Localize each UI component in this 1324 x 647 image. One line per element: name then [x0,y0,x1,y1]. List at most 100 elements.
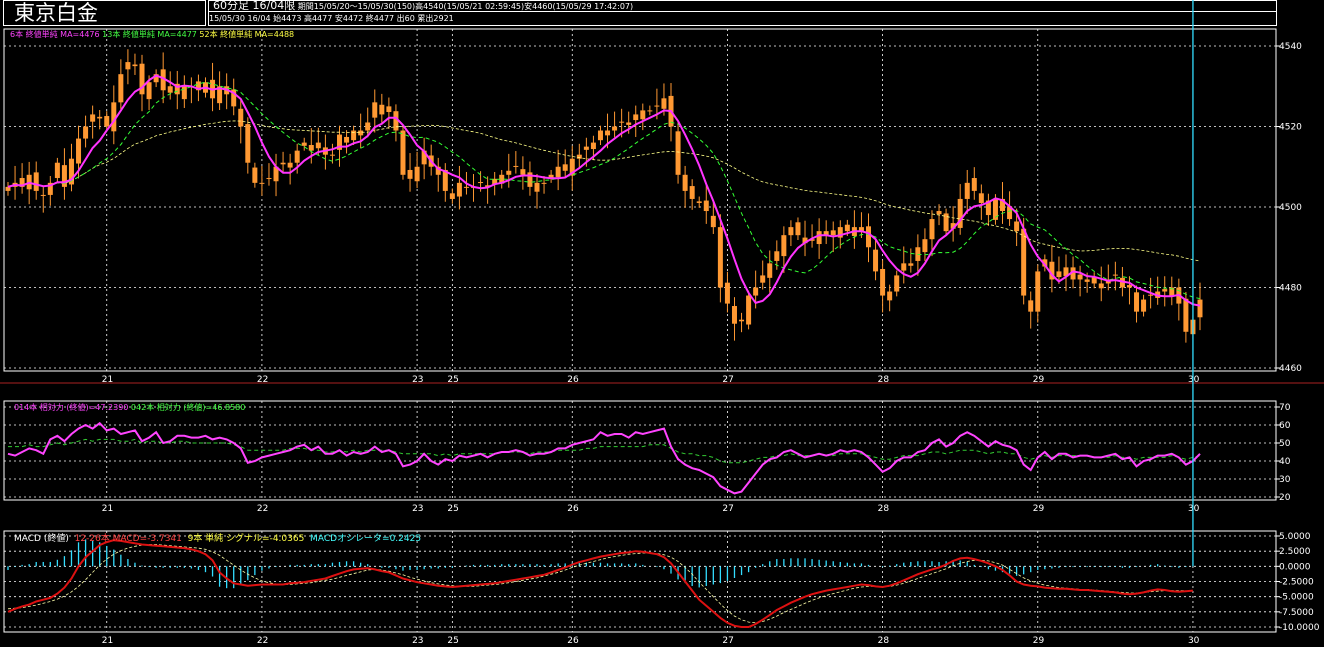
y-tick-label: 4540 [1279,42,1302,52]
candle-body [1014,221,1020,232]
candle-body [259,182,265,184]
x-tick-label: 21 [102,504,113,514]
candle-body [640,110,646,120]
candle-body [238,108,244,127]
x-tick-label: 25 [447,636,458,646]
candle-body [1063,267,1069,277]
y-tick-label: 4480 [1279,284,1302,294]
y-tick-label: -7.5000 [1279,608,1314,618]
y-tick-label: 0.0000 [1279,562,1311,572]
candle-body [1162,289,1168,292]
x-tick-label: 28 [878,636,890,646]
timeframe-text: 60分足 16/04限 [213,0,296,12]
macd-legend-item: MACD (終値) [14,534,69,544]
x-tick-label: 22 [257,375,268,385]
candle-body [936,211,942,215]
y-tick-label: 20 [1279,493,1291,503]
signal-line [7,544,1186,624]
candle-body [527,172,533,187]
candle-body [943,213,949,232]
candle-body [590,142,596,150]
candle-body [47,182,53,195]
candle-body [393,111,399,131]
main-legend-item: 6本 終値単純 MA=4476 [10,30,100,39]
candle-body [351,130,357,141]
candle-body [978,193,984,203]
candle-body [1197,299,1203,318]
candle-body [499,174,505,184]
candle-body [76,138,82,164]
candle-body [1056,271,1062,278]
x-tick-label: 25 [447,375,458,385]
candle-body [337,134,343,150]
x-tick-label: 23 [412,636,423,646]
candle-body [245,124,251,163]
candle-body [83,126,89,139]
candle-body [541,182,547,184]
x-tick-label: 25 [447,504,458,514]
candle-body [266,178,272,180]
candle-body [1098,283,1104,289]
candle-body [837,227,843,238]
candle-body [365,122,371,131]
y-tick-label: -10.0000 [1279,623,1320,633]
candle-body [957,198,963,228]
rsi42-line [8,438,1201,464]
candle-body [231,89,237,107]
candle-body [696,201,702,203]
ma-legend: 6本 終値単純 MA=4476 13本 終値単純 MA=4477 52本 終値単… [10,29,294,40]
x-tick-label: 21 [102,636,113,646]
candle-body [19,178,25,187]
candle-body [633,114,639,121]
candle-body [421,150,427,165]
candle-body [887,291,893,301]
candle-body [675,131,681,175]
candle-body [964,182,970,199]
candle-body [513,165,519,167]
candle-body [858,227,864,232]
candle-body [273,166,279,182]
period-range: 期間15/05/20〜15/05/30(150)高4540(15/05/21 0… [295,2,634,11]
candle-body [407,169,413,179]
candle-body [217,86,223,104]
candle-body [746,295,752,325]
x-tick-label: 30 [1188,504,1200,514]
candle-body [689,186,695,199]
rsi-legend-item: 042本 相対力 (終値)=46.8580 [128,403,246,412]
candle-body [358,130,364,136]
x-tick-label: 21 [102,375,113,385]
candle-body [760,275,766,283]
candle-body [125,62,131,70]
panel-frame [3,28,1277,372]
candle-body [569,158,575,176]
candle-body [301,142,307,146]
candle-body [950,223,956,229]
candle-body [456,182,462,197]
candle-body [619,121,625,123]
candle-body [717,227,723,288]
candle-body [929,219,935,240]
candle-body [731,306,737,324]
last-bar-info: 15/05/30 16/04 始4473 高4477 安4472 終4477 出… [209,14,454,23]
candle-body [1028,300,1034,312]
candle-body [922,239,928,253]
candle-body [61,165,67,187]
candle-body [767,263,773,278]
candle-body [132,64,138,67]
candle-body [682,174,688,191]
candle-body [308,145,314,151]
candle-body [485,185,491,187]
candle-body [992,198,998,220]
candle-body [844,224,850,232]
timeframe-label: 60分足 16/04限 期間15/05/20〜15/05/30(150)高454… [208,0,1277,12]
candle-body [1134,292,1140,312]
candle-body [1183,298,1189,332]
candle-body [795,222,801,236]
candle-body [1077,274,1083,280]
x-tick-label: 28 [878,504,890,514]
candle-body [181,86,187,100]
instrument-title: 東京白金 [3,0,206,26]
candle-body [153,74,159,83]
candle-body [435,166,441,175]
